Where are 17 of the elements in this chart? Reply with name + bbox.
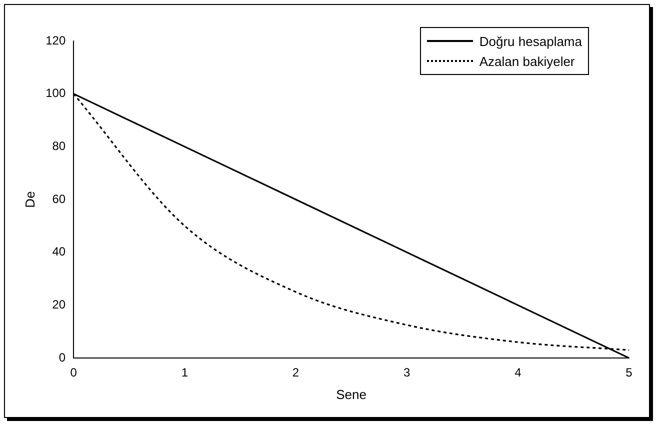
y-tick-label: 120	[46, 33, 66, 48]
y-tick-label: 40	[52, 244, 66, 259]
x-tick-label: 1	[181, 366, 188, 380]
y-axis-title: De	[22, 191, 38, 208]
y-tick-label: 100	[46, 86, 66, 100]
y-tick-label: 60	[52, 192, 66, 206]
legend-label: Doğru hesaplama	[479, 34, 582, 48]
y-tick-label: 0	[58, 350, 66, 364]
y-tick-label: 20	[52, 297, 66, 312]
x-tick-label: 3	[404, 366, 411, 380]
x-tick-label: 2	[292, 366, 300, 380]
x-tick-label: 0	[70, 366, 78, 380]
x-axis-title: Sene	[336, 386, 366, 402]
x-tick-label: 4	[514, 366, 522, 380]
x-tick-label: 5	[626, 366, 633, 380]
legend-label: Azalan bakiyeler	[479, 54, 575, 68]
y-tick-label: 80	[52, 138, 66, 153]
